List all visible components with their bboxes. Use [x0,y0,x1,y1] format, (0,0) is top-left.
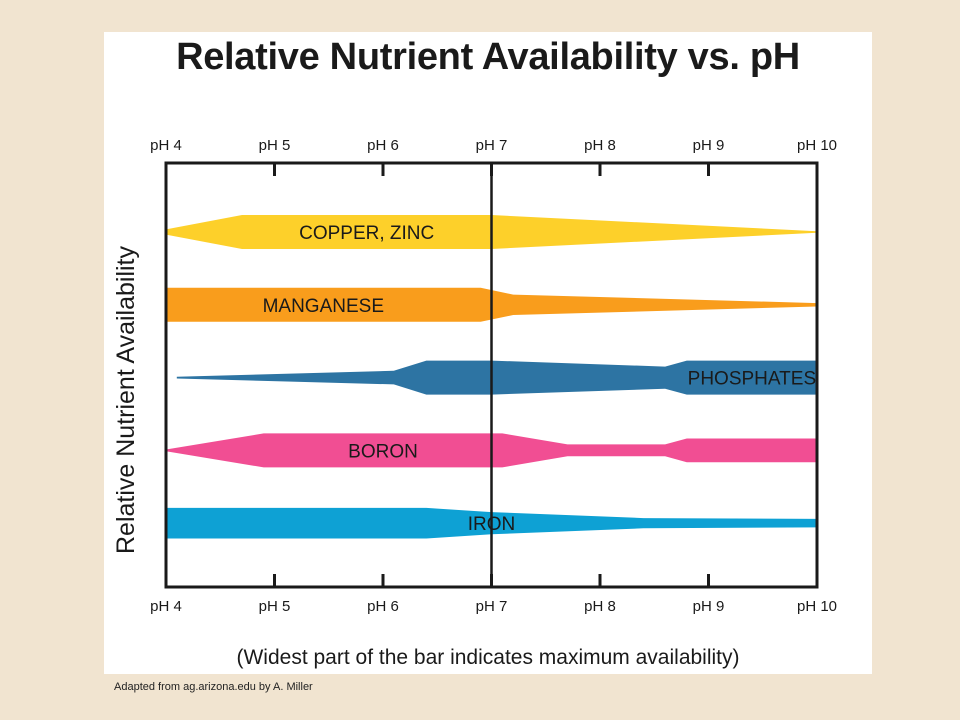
tick-label-bottom-5: pH 5 [259,598,291,615]
source-note: Adapted from ag.arizona.edu by A. Miller [114,681,313,693]
tick-label-top-6: pH 6 [367,137,399,154]
bar-label-boron: BORON [348,441,418,462]
tick-label-bottom-8: pH 8 [584,598,616,615]
nutrient-chart: pH 4 pH 4 pH 5 pH 5 pH 6 pH 6 pH 7 pH 7 pH 8 pH 8… [112,137,837,615]
tick-label-top-9: pH 9 [693,137,725,154]
tick-label-top-10: pH 10 [797,137,837,154]
tick-label-top-5: pH 5 [259,137,291,154]
tick-label-bottom-10: pH 10 [797,598,837,615]
bar-label-iron: IRON [468,514,516,535]
chart-title: Relative Nutrient Availability vs. pH [176,36,800,78]
y-axis-label: Relative Nutrient Availability [112,245,140,554]
chart-note: (Widest part of the bar indicates maximu… [236,646,740,669]
bar-label-copper-zinc: COPPER, ZINC [299,223,434,244]
tick-label-top-7: pH 7 [476,137,508,154]
bar-phosphates [176,360,818,395]
bar-label-phosphates: PHOSPHATES [688,369,816,390]
tick-label-bottom-4: pH 4 [150,598,182,615]
bar-label-manganese: MANGANESE [263,296,384,317]
tick-label-bottom-6: pH 6 [367,598,399,615]
slide-panel: Relative Nutrient Availability vs. pH pH… [104,32,872,674]
tick-label-bottom-9: pH 9 [693,598,725,615]
tick-label-top-4: pH 4 [150,137,182,154]
tick-label-bottom-7: pH 7 [476,598,508,615]
tick-label-top-8: pH 8 [584,137,616,154]
